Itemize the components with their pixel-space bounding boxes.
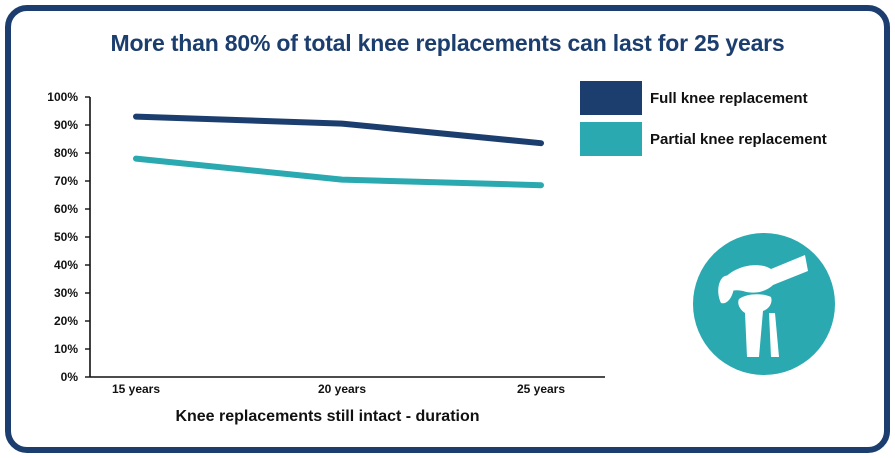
- legend-label-full: Full knee replacement: [650, 89, 808, 107]
- y-tick-label: 70%: [54, 174, 78, 188]
- y-tick-label: 80%: [54, 146, 78, 160]
- legend-item-partial: Partial knee replacement: [580, 122, 827, 156]
- chart-frame: [5, 5, 890, 453]
- y-tick-label: 100%: [47, 90, 78, 104]
- x-tick-label: 25 years: [517, 382, 565, 396]
- knee-joint-icon: [718, 255, 808, 357]
- legend-swatch-full: [580, 81, 642, 115]
- y-tick-label: 0%: [61, 370, 79, 384]
- series-line-full: [133, 113, 544, 147]
- legend-swatch-partial: [580, 122, 642, 156]
- y-tick-label: 10%: [54, 342, 78, 356]
- x-axis-label: Knee replacements still intact - duratio…: [175, 408, 480, 425]
- y-tick-label: 40%: [54, 258, 78, 272]
- y-tick-label: 90%: [54, 118, 78, 132]
- chart-title: More than 80% of total knee replacements…: [110, 30, 785, 56]
- y-tick-label: 60%: [54, 202, 78, 216]
- knee-badge: [693, 233, 835, 375]
- x-tick-label: 20 years: [318, 382, 366, 396]
- series-line-partial: [133, 155, 544, 189]
- y-tick-label: 50%: [54, 230, 78, 244]
- legend-item-full: Full knee replacement: [580, 81, 808, 115]
- y-tick-label: 20%: [54, 314, 78, 328]
- legend-label-partial: Partial knee replacement: [650, 130, 827, 148]
- y-tick-label: 30%: [54, 286, 78, 300]
- x-tick-label: 15 years: [112, 382, 160, 396]
